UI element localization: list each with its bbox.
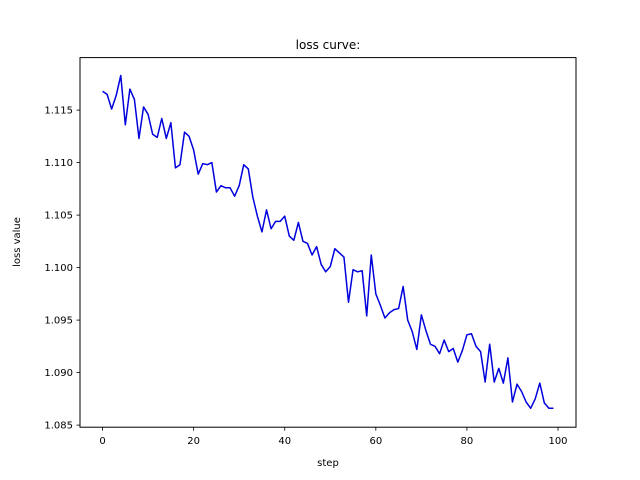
y-tick-label: 1.110 <box>44 158 73 169</box>
x-axis-label: step <box>317 458 339 469</box>
x-tick-label: 20 <box>187 436 200 447</box>
y-tick-label: 1.105 <box>44 211 73 222</box>
x-tick-label: 100 <box>548 436 567 447</box>
x-tick-label: 40 <box>278 436 291 447</box>
plot-frame <box>79 57 577 428</box>
x-axis: 0 20 40 60 80 100 <box>99 427 568 447</box>
y-tick-label: 1.095 <box>44 316 73 327</box>
x-tick-label: 60 <box>369 436 382 447</box>
loss-series-line <box>102 74 554 410</box>
y-tick-label: 1.115 <box>44 106 73 117</box>
y-axis-label: loss value <box>12 217 23 267</box>
x-tick-label: 0 <box>99 436 105 447</box>
x-tick-label: 80 <box>461 436 474 447</box>
y-tick-label: 1.100 <box>44 263 73 274</box>
y-tick-label: 1.085 <box>44 421 73 432</box>
plot-area <box>102 74 554 410</box>
y-tick-label: 1.090 <box>44 368 73 379</box>
y-axis: 1.085 1.090 1.095 1.100 1.105 1.110 1.115 <box>44 106 80 432</box>
chart-title: loss curve: <box>296 38 361 52</box>
